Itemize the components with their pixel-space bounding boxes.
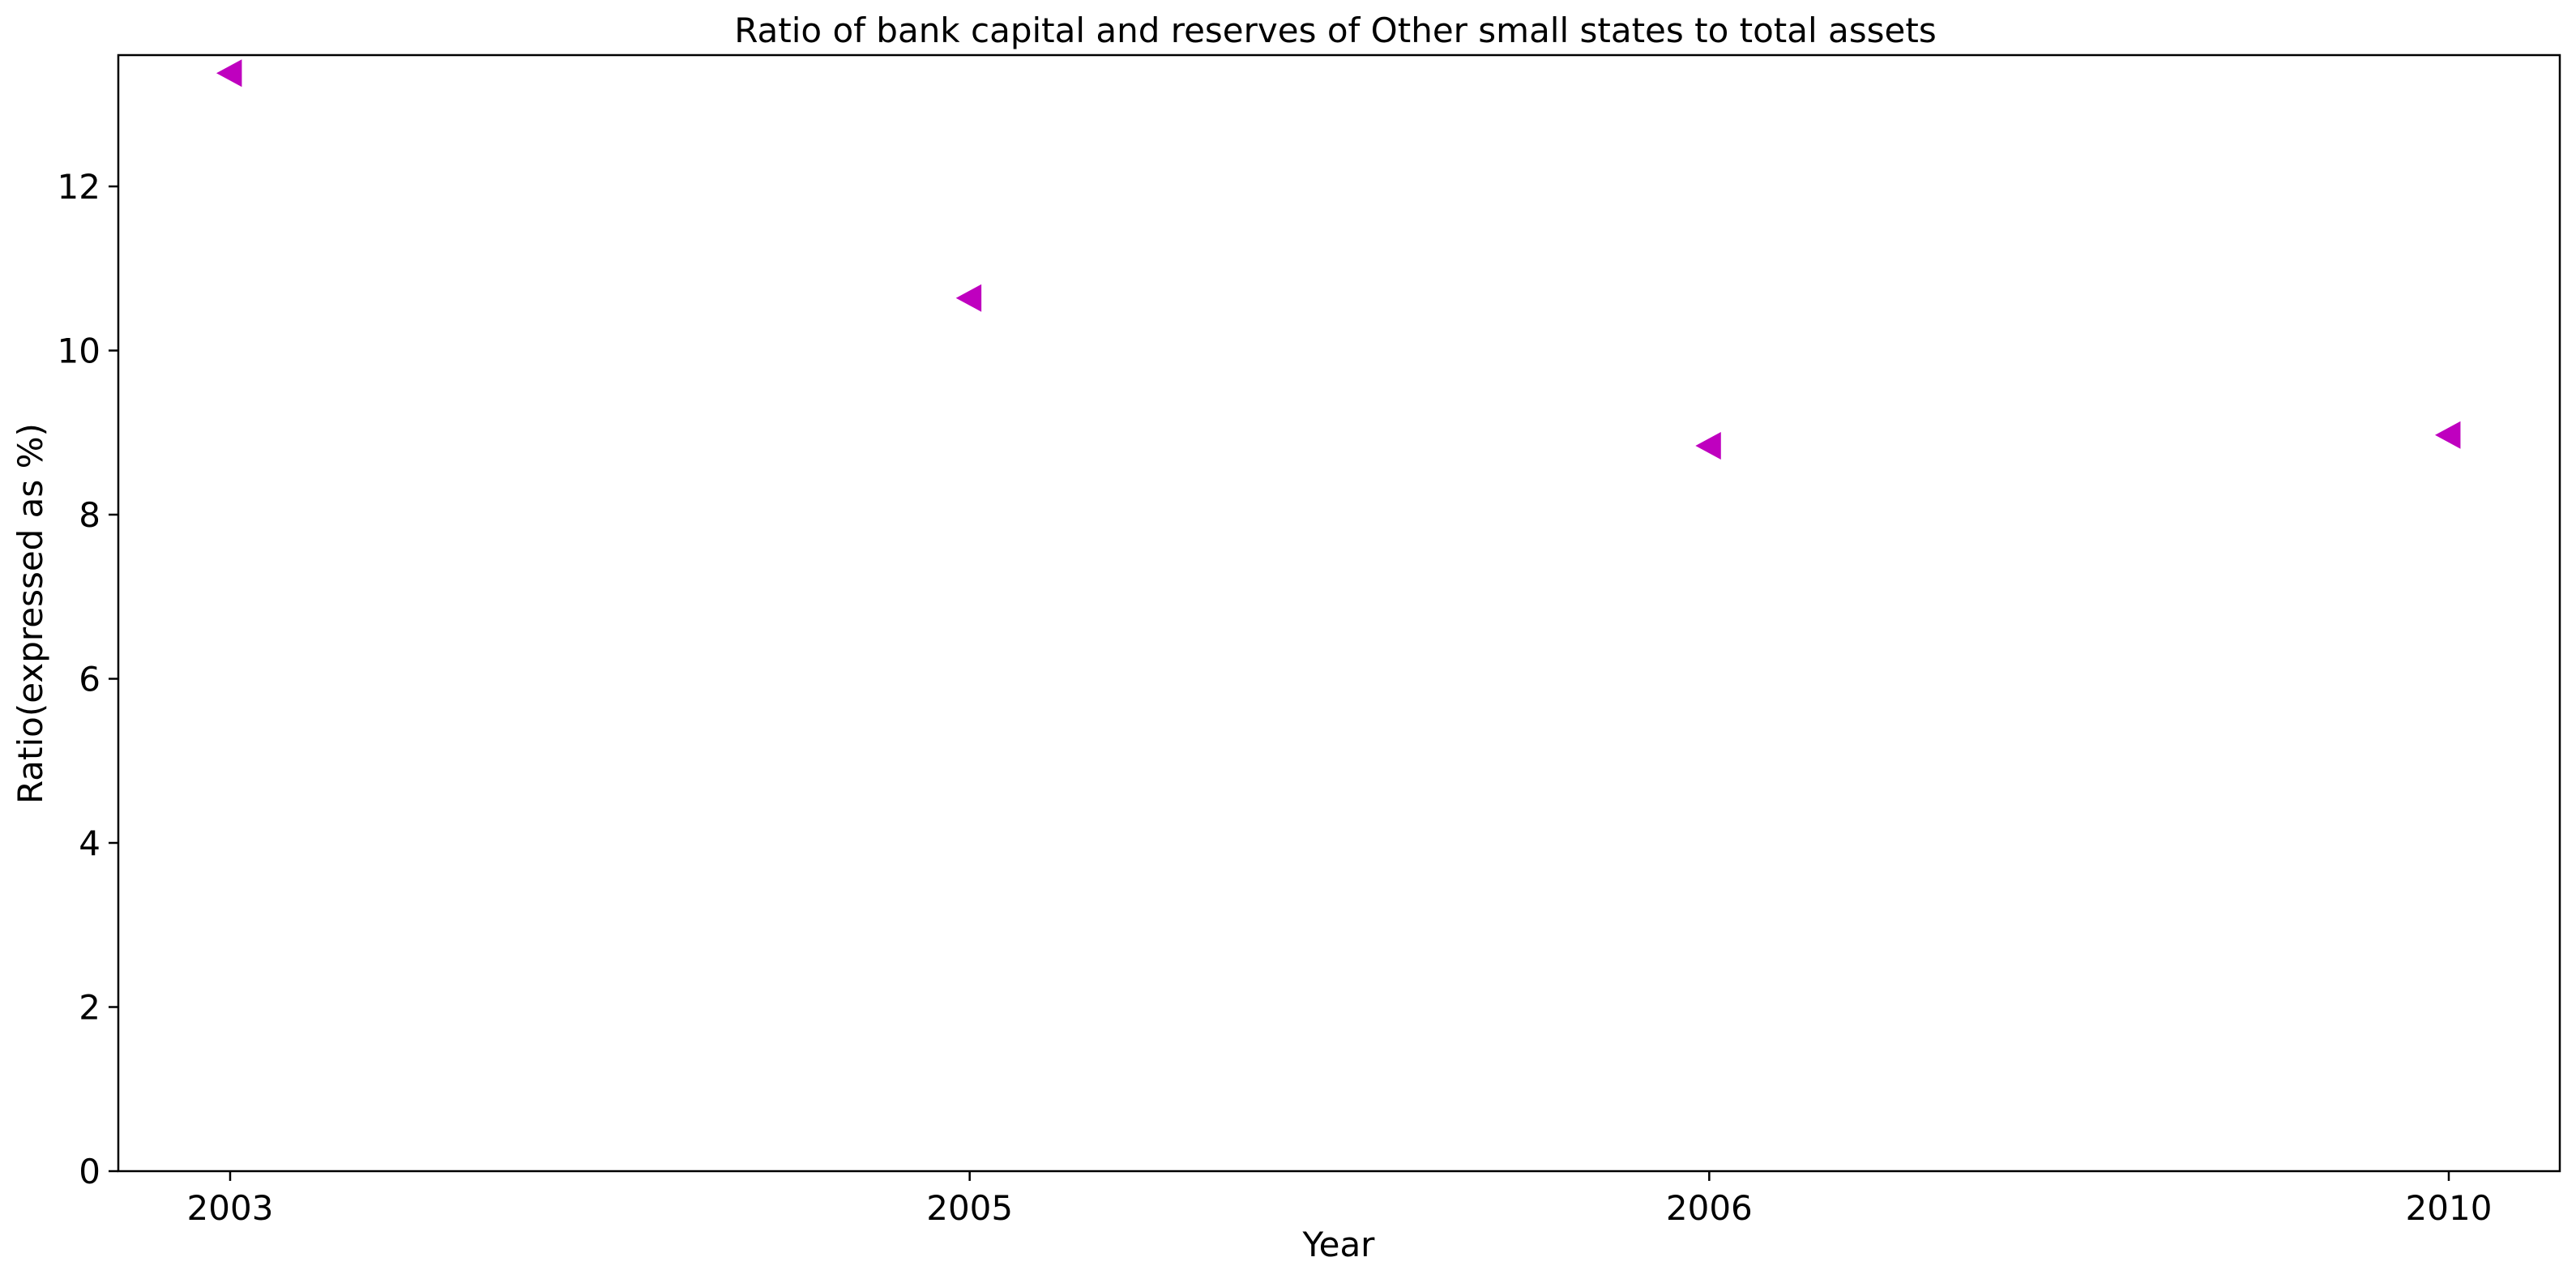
y-tick-label: 0	[79, 1152, 100, 1191]
data-point-2006	[1695, 431, 1721, 460]
x-axis-label: Year	[1302, 1225, 1376, 1264]
y-tick-label: 6	[79, 660, 100, 699]
data-point-2010	[2435, 421, 2461, 449]
x-tick-label: 2003	[187, 1188, 274, 1228]
data-point-2005	[955, 284, 982, 312]
x-tick-label: 2005	[926, 1188, 1013, 1228]
y-tick-label: 12	[58, 167, 100, 207]
y-tick-label: 4	[79, 823, 100, 863]
x-tick-label: 2006	[1666, 1188, 1753, 1228]
data-point-2003	[216, 59, 242, 88]
y-axis-label: Ratio(expressed as %)	[11, 423, 50, 804]
x-tick-label: 2010	[2406, 1188, 2493, 1228]
data-points	[216, 59, 2461, 460]
x-axis: 2003 2005 2006 2010	[187, 1171, 2493, 1228]
y-axis: 0 2 4 6 8 10 12	[58, 167, 118, 1191]
y-tick-label: 2	[79, 988, 100, 1028]
y-tick-label: 8	[79, 495, 100, 535]
chart-title: Ratio of bank capital and reserves of Ot…	[734, 11, 1936, 50]
y-tick-label: 10	[58, 331, 100, 371]
plot-area-frame	[117, 53, 2561, 1173]
